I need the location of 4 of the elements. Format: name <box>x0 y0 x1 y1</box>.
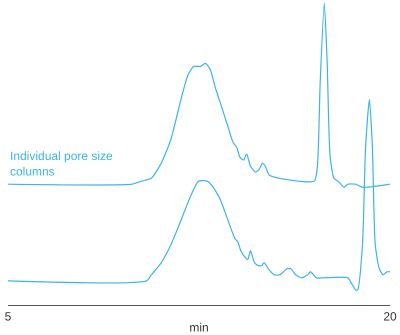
x-tick-label: 5 <box>4 309 12 324</box>
series-label: Individual pore size columns <box>10 149 114 179</box>
x-tick-label: 20 <box>383 309 397 324</box>
x-axis-title: min <box>189 320 209 334</box>
